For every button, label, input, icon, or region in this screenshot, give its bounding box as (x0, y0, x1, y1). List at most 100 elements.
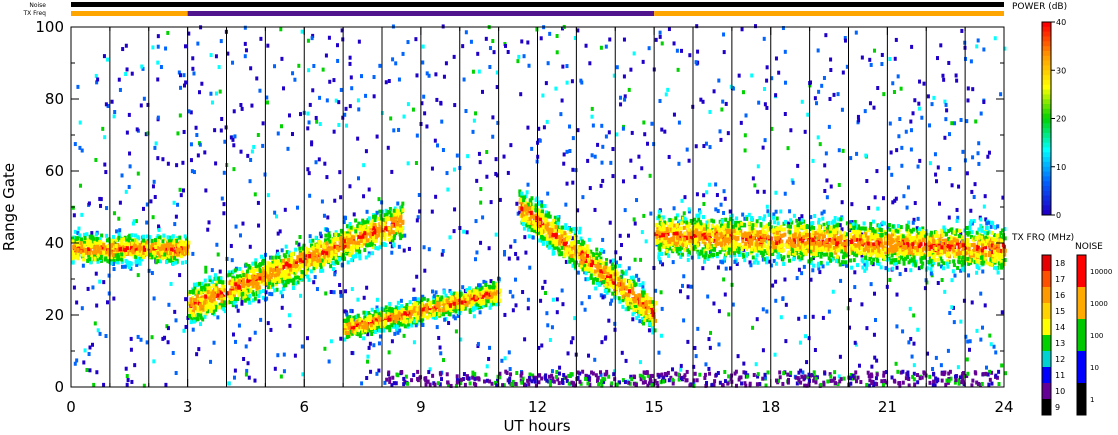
echo-pixel-band-b (246, 278, 250, 283)
echo-pixel-band-b (257, 293, 261, 298)
echo-pixel-band-b (251, 261, 255, 266)
echo-pixel-band-a (110, 243, 114, 248)
low-gate-pixel (514, 381, 518, 386)
echo-pixel-band-a (142, 238, 146, 243)
noise-pixel (712, 301, 716, 306)
noise-pixel (174, 214, 178, 219)
echo-pixel-band-b (220, 294, 224, 299)
noise-pixel (511, 308, 515, 313)
echo-pixel-band-a (150, 238, 154, 243)
noise-pixel (680, 48, 684, 53)
noise-pixel (125, 382, 129, 387)
echo-pixel-band-a (136, 248, 140, 253)
noise-pixel (156, 60, 160, 65)
echo-pixel-band-b (286, 265, 290, 270)
noise-pixel (965, 119, 969, 124)
noise-pixel (141, 206, 145, 211)
echo-pixel-band-b (258, 290, 262, 295)
echo-pixel-band-b (294, 269, 298, 274)
low-gate-pixel (602, 379, 606, 384)
echo-pixel-band-b (347, 241, 351, 246)
noise-pixel (816, 135, 820, 140)
noise-pixel (485, 174, 489, 179)
echo-pixel-band-c (369, 323, 373, 328)
echo-pixel-band-b (316, 258, 320, 263)
noise-pixel (982, 204, 986, 209)
noise-pixel (103, 162, 107, 167)
echo-pixel-band-b (206, 309, 210, 314)
noise-pixel (972, 194, 976, 199)
noise-pixel (836, 92, 840, 97)
noise-pixel (103, 135, 107, 140)
noise-pixel (772, 258, 776, 263)
echo-pixel-band-a (184, 260, 188, 265)
echo-pixel-band-c (343, 337, 347, 342)
noise-pixel (191, 251, 195, 256)
echo-pixel-band-a (109, 255, 113, 260)
noise-pixel (641, 59, 645, 64)
echo-pixel-band-b (325, 247, 329, 252)
noise-pixel (364, 149, 368, 154)
echo-pixel-band-b (361, 231, 365, 236)
noise-pixel (708, 182, 712, 187)
noise-pixel (384, 80, 388, 85)
echo-pixel-band-b (379, 236, 383, 241)
echo-pixel-band-a (112, 267, 116, 272)
noise-pixel (495, 173, 499, 178)
low-gate-pixel (721, 383, 725, 388)
echo-pixel-band-a (110, 238, 114, 243)
noise-pixel (721, 99, 725, 104)
noise-pixel (349, 75, 353, 80)
noise-pixel (726, 131, 730, 136)
noise-pixel (439, 100, 443, 105)
echo-pixel-band-b (281, 287, 285, 292)
echo-pixel-band-b (273, 288, 277, 293)
noise-pixel (479, 200, 483, 205)
noise-pixel (837, 374, 841, 379)
echo-pixel-band-b (220, 282, 224, 287)
noise-pixel (993, 36, 997, 41)
noise-pixel (576, 28, 580, 33)
noise-pixel (786, 146, 790, 151)
noise-pixel (803, 314, 807, 319)
noise-pixel (765, 78, 769, 83)
low-gate-pixel (403, 379, 407, 384)
echo-pixel-band-c (367, 321, 371, 326)
noise-pixel (517, 54, 521, 59)
noise-pixel (622, 37, 626, 42)
noise-pixel (390, 250, 394, 255)
echo-pixel-band-b (203, 314, 207, 319)
noise-pixel (489, 200, 493, 205)
echo-pixel-band-b (204, 312, 208, 317)
echo-pixel-band-c (408, 306, 412, 311)
noise-pixel (741, 90, 745, 95)
echo-pixel-band-c (398, 328, 402, 333)
echo-pixel-band-b (367, 226, 371, 231)
noise-pixel (876, 86, 880, 91)
noise-pixel (910, 44, 914, 49)
noise-pixel (150, 335, 154, 340)
echo-pixel-band-b (350, 245, 354, 250)
echo-pixel-band-b (317, 239, 321, 244)
noise-pixel (707, 366, 711, 371)
echo-pixel-band-a (163, 243, 167, 248)
echo-pixel-band-c (343, 326, 347, 331)
noise-pixel (560, 26, 564, 31)
echo-pixel-band-b (238, 266, 242, 271)
echo-pixel-band-a (122, 254, 126, 259)
noise-pixel (146, 131, 150, 136)
noise-pixel (936, 281, 940, 286)
echo-pixel-band-b (303, 267, 307, 272)
low-gate-pixel (428, 382, 432, 387)
echo-pixel-band-b (210, 279, 214, 284)
noise-pixel (403, 233, 407, 238)
echo-pixel-band-a (122, 237, 126, 242)
noise-pixel (848, 325, 852, 330)
echo-pixel-band-b (381, 224, 385, 229)
echo-pixel-band-a (88, 238, 92, 243)
noise-pixel (756, 189, 760, 194)
low-gate-pixel (954, 374, 958, 379)
low-gate-pixel (988, 377, 992, 382)
echo-pixel-band-a (119, 238, 123, 243)
noise-pixel (975, 328, 979, 333)
